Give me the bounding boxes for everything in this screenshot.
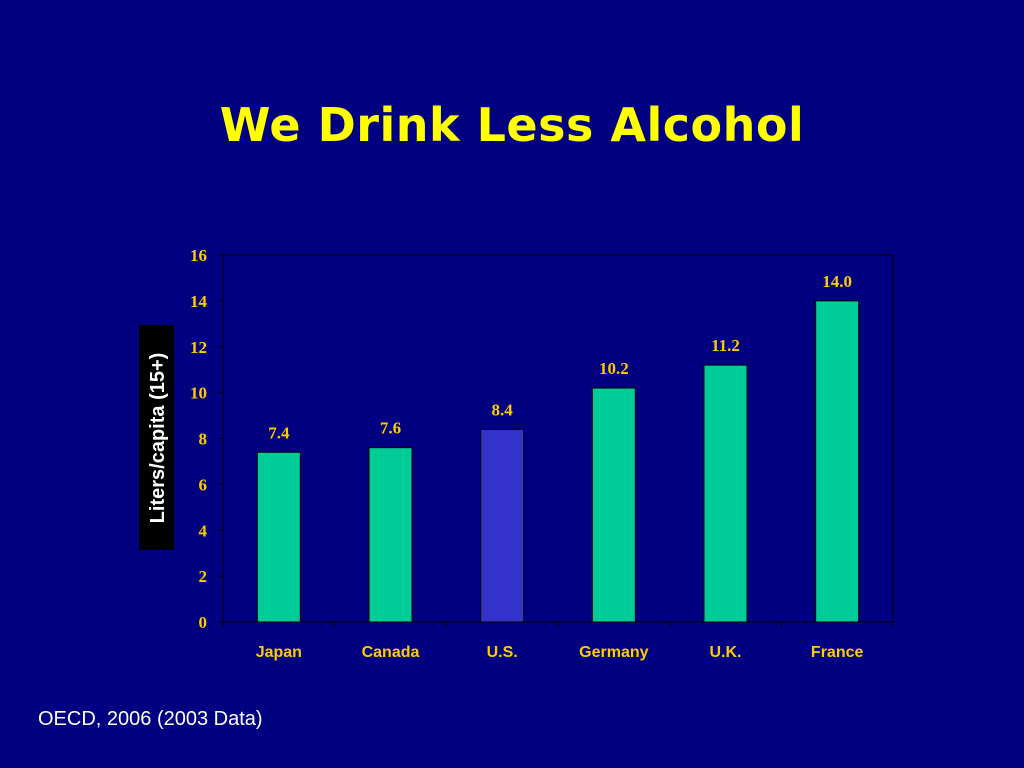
bar [815, 300, 860, 623]
y-tick-label: 0 [199, 613, 208, 632]
x-tick-label: U.S. [487, 644, 518, 661]
y-tick-label: 16 [190, 246, 207, 265]
data-label: 7.4 [268, 423, 290, 442]
y-tick-label: 2 [199, 567, 208, 586]
y-tick-label: 10 [190, 384, 207, 403]
y-tick-label: 14 [190, 292, 208, 311]
x-tick-label: Germany [579, 644, 648, 661]
value-labels: 7.4 7.6 8.4 10.2 11.2 14.0 [268, 272, 852, 442]
y-tick-label: 12 [190, 338, 207, 357]
data-label: 14.0 [822, 272, 852, 291]
y-axis-label-text: Liters/capita (15+) [147, 353, 169, 524]
x-tick-label: U.K. [710, 644, 742, 661]
x-tick-label: France [811, 644, 864, 661]
bar [368, 447, 413, 623]
bar [591, 387, 636, 623]
source-note: OECD, 2006 (2003 Data) [38, 708, 263, 730]
x-tick-label: Canada [362, 644, 420, 661]
data-label: 8.4 [492, 400, 514, 419]
y-tick-label: 4 [199, 521, 208, 540]
bar-chart: 0 2 4 6 8 10 12 14 16 7.4 7.6 8.4 10.2 11.2 14.0 Japa… [139, 246, 894, 661]
bar [256, 451, 301, 623]
y-tick-label: 6 [199, 475, 208, 494]
x-tick-label: Japan [256, 644, 302, 661]
data-label: 7.6 [380, 419, 401, 438]
slide-title: We Drink Less Alcohol [219, 98, 805, 152]
plot-area [222, 254, 894, 623]
bars [256, 300, 860, 623]
y-tick-label: 8 [199, 430, 208, 449]
bar [703, 364, 748, 623]
category-labels: Japan Canada U.S. Germany U.K. France [222, 622, 894, 661]
y-axis-ticks: 0 2 4 6 8 10 12 14 16 [190, 246, 223, 632]
bar [480, 428, 525, 623]
data-label: 10.2 [599, 359, 629, 378]
y-axis-label: Liters/capita (15+) [139, 325, 174, 550]
data-label: 11.2 [711, 336, 740, 355]
plot-border [222, 254, 894, 623]
